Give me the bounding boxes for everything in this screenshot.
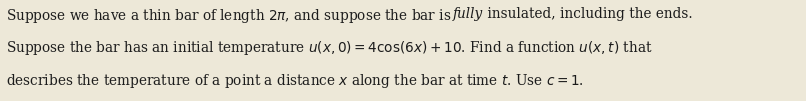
Text: Suppose we have a thin bar of length $2\pi$, and suppose the bar is: Suppose we have a thin bar of length $2\… (6, 7, 452, 25)
Text: describes the temperature of a point a distance $x$ along the bar at time $t$. U: describes the temperature of a point a d… (6, 72, 584, 90)
Text: Suppose the bar has an initial temperature $u(x,0) = 4\cos(6x) + 10$. Find a fun: Suppose the bar has an initial temperatu… (6, 39, 653, 57)
Text: insulated, including the ends.: insulated, including the ends. (483, 7, 692, 21)
Text: fully: fully (452, 7, 483, 21)
